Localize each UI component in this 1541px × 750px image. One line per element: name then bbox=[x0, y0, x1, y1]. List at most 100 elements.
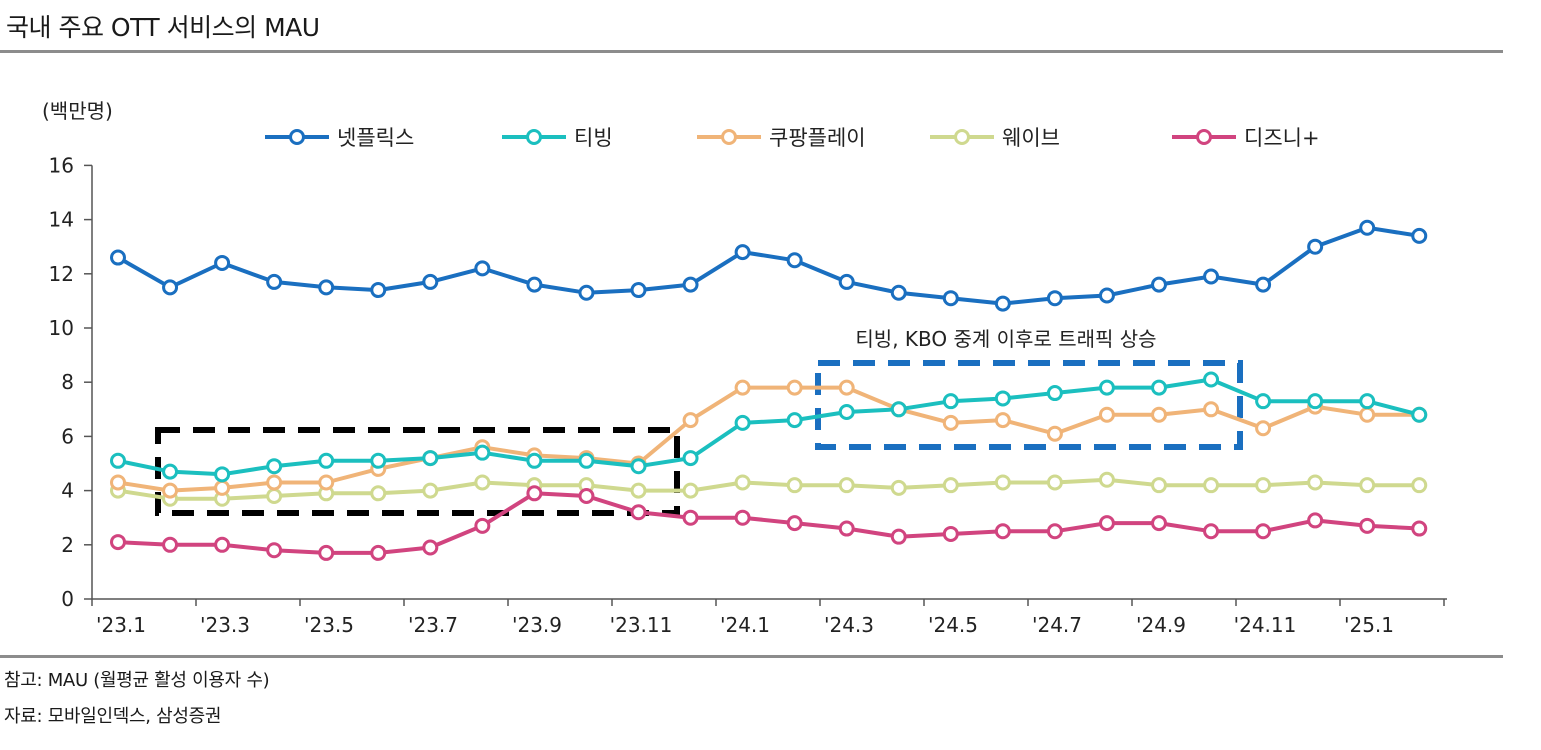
highlight-box-2023 bbox=[155, 427, 680, 516]
data-point bbox=[1203, 477, 1220, 494]
data-point bbox=[786, 515, 803, 532]
data-point bbox=[630, 482, 647, 499]
legend-label: 디즈니+ bbox=[1244, 126, 1320, 150]
data-point bbox=[682, 509, 699, 526]
chart-note: 참고: MAU (월평균 활성 이용자 수) bbox=[4, 670, 270, 691]
legend-label: 웨이브 bbox=[1002, 126, 1060, 150]
data-point bbox=[578, 488, 595, 505]
data-point bbox=[1046, 385, 1063, 402]
x-tick-label: '24.7 bbox=[1032, 613, 1082, 637]
data-point bbox=[578, 452, 595, 469]
data-point bbox=[474, 517, 491, 534]
y-axis-unit: (백만명) bbox=[42, 99, 113, 123]
data-point bbox=[994, 523, 1011, 540]
data-point bbox=[630, 458, 647, 475]
data-point bbox=[370, 485, 387, 502]
data-point bbox=[838, 379, 855, 396]
legend-label: 쿠팡플레이 bbox=[769, 126, 866, 150]
data-point bbox=[318, 452, 335, 469]
legend-label: 티빙 bbox=[574, 126, 613, 150]
data-point bbox=[682, 276, 699, 293]
chart-source: 자료: 모바일인덱스, 삼성증권 bbox=[4, 706, 222, 727]
data-point bbox=[526, 452, 543, 469]
x-tick-label: '25.1 bbox=[1344, 613, 1394, 637]
legend-label: 넷플릭스 bbox=[337, 126, 414, 150]
data-point bbox=[1098, 471, 1115, 488]
data-point bbox=[890, 479, 907, 496]
data-point bbox=[942, 393, 959, 410]
data-point bbox=[162, 482, 179, 499]
data-point bbox=[370, 282, 387, 299]
x-tick-label: '23.11 bbox=[610, 613, 673, 637]
data-point bbox=[422, 273, 439, 290]
data-point bbox=[214, 479, 231, 496]
x-tick-label: '24.9 bbox=[1136, 613, 1186, 637]
data-point bbox=[266, 273, 283, 290]
data-point bbox=[682, 482, 699, 499]
data-point bbox=[942, 290, 959, 307]
data-point bbox=[682, 412, 699, 429]
data-point bbox=[266, 474, 283, 491]
top-divider bbox=[0, 50, 1503, 53]
bottom-divider bbox=[0, 655, 1503, 658]
y-tick-label: 10 bbox=[49, 316, 74, 340]
data-point bbox=[734, 474, 751, 491]
data-point bbox=[1307, 474, 1324, 491]
data-point bbox=[526, 485, 543, 502]
data-point bbox=[1359, 517, 1376, 534]
data-point bbox=[1307, 512, 1324, 529]
data-point bbox=[110, 452, 126, 469]
data-point bbox=[786, 252, 803, 269]
data-point bbox=[786, 379, 803, 396]
series-line-4 bbox=[116, 491, 1422, 555]
x-tick-label: '23.3 bbox=[200, 613, 250, 637]
data-point bbox=[1359, 393, 1376, 410]
data-point bbox=[890, 284, 907, 301]
data-point bbox=[838, 404, 855, 421]
data-point bbox=[1359, 219, 1376, 236]
data-point bbox=[1411, 406, 1428, 423]
y-tick-label: 0 bbox=[61, 587, 74, 611]
data-point bbox=[1411, 477, 1428, 494]
data-point bbox=[422, 450, 439, 467]
data-point bbox=[838, 520, 855, 537]
legend-swatch-marker bbox=[721, 129, 737, 145]
x-tick-label: '23.9 bbox=[512, 613, 562, 637]
legend-swatch-marker bbox=[954, 129, 970, 145]
data-point bbox=[942, 414, 959, 431]
data-point bbox=[838, 477, 855, 494]
data-point bbox=[1151, 406, 1167, 423]
data-point bbox=[838, 273, 855, 290]
data-point bbox=[1151, 515, 1167, 532]
data-point bbox=[1359, 477, 1376, 494]
data-point bbox=[318, 279, 335, 296]
data-point bbox=[1151, 477, 1167, 494]
y-tick-label: 16 bbox=[49, 153, 74, 177]
data-point bbox=[1098, 406, 1115, 423]
highlight-box-kbo bbox=[815, 360, 1243, 450]
data-point bbox=[1098, 379, 1115, 396]
data-point bbox=[578, 284, 595, 301]
x-tick-label: '24.11 bbox=[1234, 613, 1297, 637]
data-point bbox=[734, 414, 751, 431]
data-point bbox=[1151, 276, 1167, 293]
data-point bbox=[994, 295, 1011, 312]
data-point bbox=[734, 509, 751, 526]
data-point bbox=[1307, 393, 1324, 410]
data-point bbox=[318, 544, 335, 561]
data-point bbox=[630, 282, 647, 299]
data-point bbox=[266, 488, 283, 505]
data-point bbox=[266, 542, 283, 559]
y-tick-label: 4 bbox=[61, 479, 74, 503]
data-point bbox=[682, 450, 699, 467]
data-point bbox=[370, 452, 387, 469]
data-point bbox=[162, 279, 179, 296]
data-point bbox=[1255, 276, 1272, 293]
data-point bbox=[1255, 393, 1272, 410]
x-tick-label: '24.5 bbox=[928, 613, 978, 637]
x-tick-label: '23.7 bbox=[408, 613, 458, 637]
data-point bbox=[1203, 401, 1220, 418]
data-point bbox=[994, 390, 1011, 407]
data-point bbox=[1255, 477, 1272, 494]
series-line-0 bbox=[116, 225, 1422, 306]
